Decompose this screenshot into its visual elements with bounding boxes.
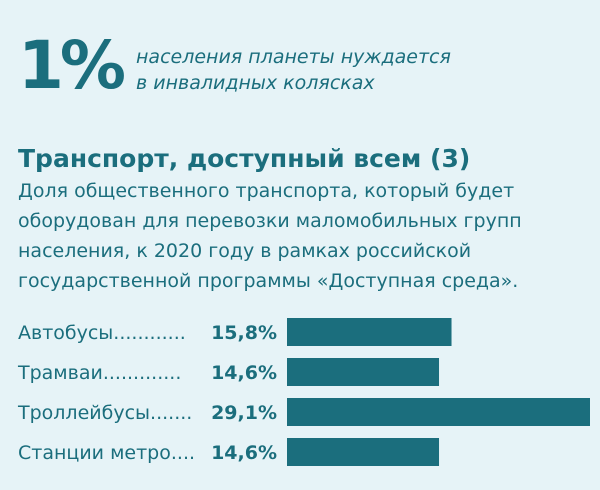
value-label: 15,8%	[211, 322, 277, 344]
category-label: Станции метро....	[18, 442, 195, 464]
stat-caption-line-1: населения планеты нуждается	[136, 46, 451, 68]
chart-description: Доля общественного транспорта, который б…	[18, 176, 588, 296]
description-line-3: населения, к 2020 году в рамках российск…	[18, 240, 472, 262]
dot-leader: ............	[113, 322, 185, 344]
category-name: Автобусы	[18, 322, 113, 344]
bar	[287, 398, 590, 426]
chart-title: Транспорт, доступный всем (3)	[18, 144, 471, 173]
value-label: 29,1%	[211, 402, 277, 424]
category-label: Автобусы............	[18, 322, 186, 344]
value-label: 14,6%	[211, 362, 277, 384]
dot-leader: .......	[150, 402, 192, 424]
value-label: 14,6%	[211, 442, 277, 464]
category-label: Троллейбусы.......	[17, 402, 192, 424]
category-name: Трамваи	[17, 362, 103, 384]
big-stat-value: 1%	[18, 27, 126, 104]
category-label: Трамваи.............	[17, 362, 181, 384]
dot-leader: ....	[171, 442, 195, 464]
description-line-2: оборудован для перевозки маломобильных г…	[18, 210, 522, 232]
bar	[287, 358, 440, 386]
stat-caption: населения планеты нуждается в инвалидных…	[136, 44, 451, 96]
stat-caption-line-2: в инвалидных колясках	[136, 72, 375, 94]
description-line-1: Доля общественного транспорта, который б…	[18, 180, 515, 202]
category-name: Станции метро	[18, 442, 171, 464]
bar	[287, 438, 440, 466]
dot-leader: .............	[103, 362, 182, 384]
description-line-4: государственной программы «Доступная сре…	[18, 270, 519, 292]
bar	[287, 318, 452, 346]
category-name: Троллейбусы	[17, 402, 150, 424]
